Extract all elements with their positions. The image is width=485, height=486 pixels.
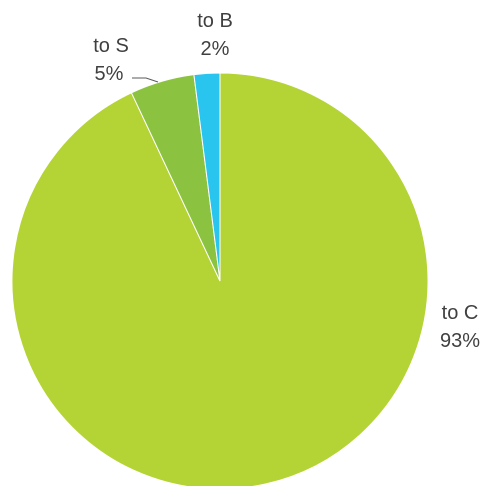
pie-slice-to-c: [11, 72, 429, 486]
leader-line-to-s: [132, 77, 159, 83]
slice-label-to-c-name: to C: [442, 302, 479, 324]
pie-slice-to-b: [193, 72, 221, 282]
leader-lines-layer: [132, 77, 159, 83]
slice-label-to-c-value: 93%: [440, 330, 480, 352]
slice-label-to-s-value: 5%: [95, 63, 124, 85]
slice-label-to-b-value: 2%: [201, 38, 230, 60]
slice-label-to-s-name: to S: [93, 35, 129, 57]
slices-layer: [11, 72, 429, 486]
slice-label-to-b-name: to B: [197, 10, 233, 32]
